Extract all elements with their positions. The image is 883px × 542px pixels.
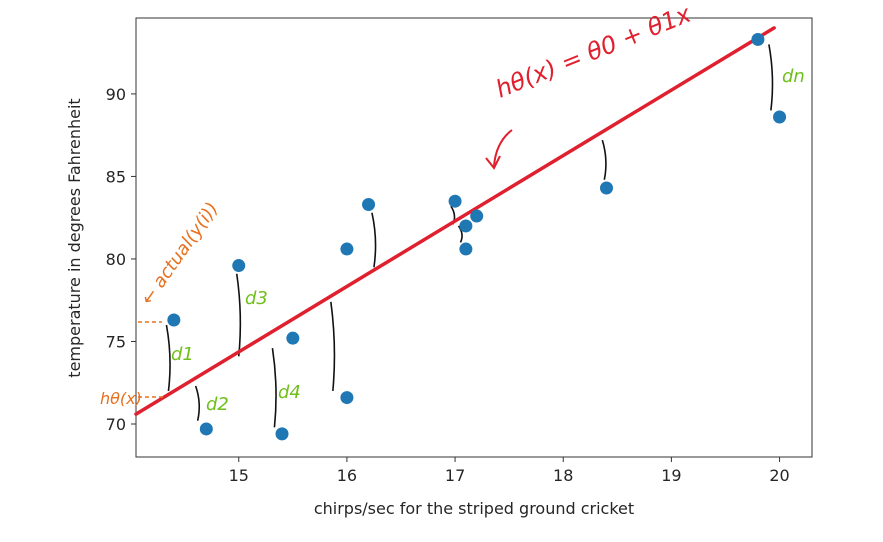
residual-line	[271, 347, 277, 428]
x-tick-label: 20	[769, 466, 789, 485]
x-tick-label: 15	[229, 466, 249, 485]
data-point	[340, 391, 354, 405]
residual-line	[330, 301, 336, 392]
x-tick-label: 19	[661, 466, 681, 485]
y-tick-label: 75	[106, 332, 126, 351]
data-points	[167, 32, 787, 441]
x-tick-label: 17	[445, 466, 465, 485]
data-point	[232, 259, 246, 273]
residual-line	[601, 139, 607, 180]
y-tick-label: 80	[106, 250, 126, 269]
residual-line	[457, 225, 463, 243]
y-axis-label: temperature in degrees Fahrenheit	[65, 98, 84, 377]
data-point	[459, 242, 473, 256]
data-point	[275, 427, 289, 441]
data-point	[599, 181, 613, 195]
residual-line	[194, 385, 201, 421]
regression-arrow-head	[485, 155, 501, 170]
residual-line	[768, 44, 774, 111]
residual-line	[165, 324, 171, 392]
data-point	[751, 32, 765, 46]
dn-label: dn	[782, 66, 805, 87]
x-axis-label: chirps/sec for the striped ground cricke…	[314, 499, 634, 518]
data-point	[459, 219, 473, 233]
data-point	[340, 242, 354, 256]
residual-line	[371, 212, 377, 268]
x-axis: 15 16 17 18 19 20	[229, 457, 790, 485]
data-point	[167, 313, 181, 327]
residual-line	[235, 273, 242, 357]
data-point	[448, 194, 462, 208]
d2-label: d2	[206, 394, 229, 415]
y-tick-label: 90	[106, 85, 126, 104]
d1-label: d1	[171, 344, 194, 365]
x-tick-label: 16	[337, 466, 357, 485]
x-tick-label: 18	[553, 466, 573, 485]
regression-line	[134, 26, 776, 416]
d3-label: d3	[245, 288, 268, 309]
data-point	[199, 422, 213, 436]
y-axis: 70 75 80 85 90	[106, 85, 136, 434]
residual-lines	[165, 44, 774, 428]
data-point	[773, 110, 787, 124]
data-point	[286, 331, 300, 345]
regression-line-group	[134, 26, 776, 416]
y-tick-label: 70	[106, 415, 126, 434]
d4-label: d4	[278, 382, 301, 403]
predicted-label: hθ(x)	[100, 389, 142, 408]
data-point	[362, 197, 376, 211]
data-point	[470, 209, 484, 223]
regression-arrow	[493, 129, 513, 167]
y-tick-label: 85	[106, 167, 126, 186]
plot-frame	[135, 17, 813, 458]
